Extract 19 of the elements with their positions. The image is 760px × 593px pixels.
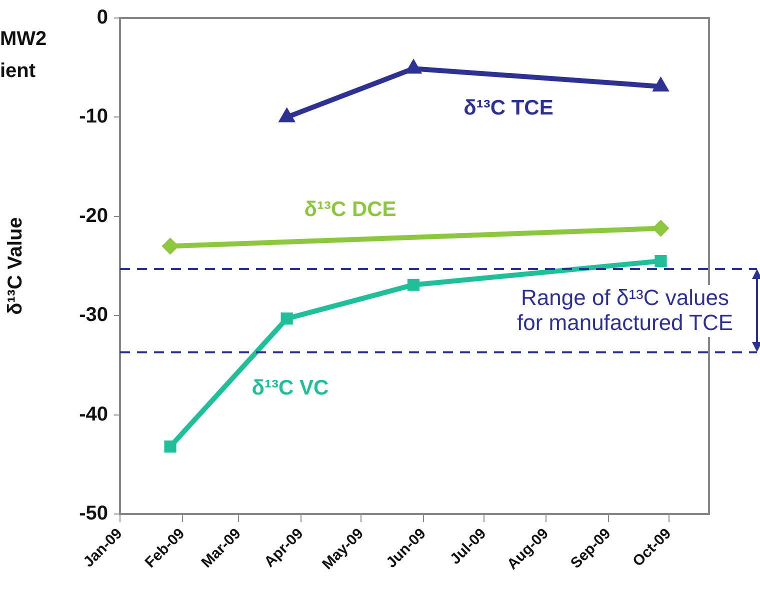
series-label: δ¹³C DCE: [304, 198, 396, 221]
point: [280, 312, 293, 325]
y-tick-label: 0: [96, 6, 108, 29]
point: [653, 220, 668, 236]
point: [654, 255, 667, 268]
y-tick-label: -10: [79, 106, 108, 128]
point: [407, 278, 420, 291]
y-tick-label: -20: [79, 204, 108, 227]
point: [162, 238, 178, 254]
text: ient: [0, 60, 36, 83]
point: [164, 440, 176, 453]
y-axis-title: δ¹³C Value: [4, 217, 27, 315]
y-tick-label: -50: [79, 502, 108, 525]
ref-line-label: Range of δ¹³C values for manufactured TCE: [516, 285, 734, 336]
y-tick-label: -40: [79, 403, 108, 426]
series-label: δ¹³C TCE: [464, 96, 554, 120]
series-label: δ¹³C VC: [252, 376, 329, 400]
y-tick-label: -30: [79, 304, 108, 326]
text: MW2: [0, 28, 47, 51]
